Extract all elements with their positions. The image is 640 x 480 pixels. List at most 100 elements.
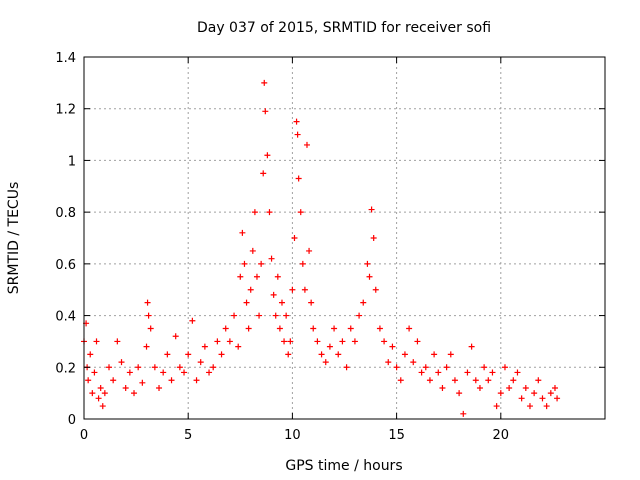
data-point (206, 369, 213, 376)
data-point (393, 364, 400, 371)
data-point (160, 369, 167, 376)
data-point (281, 338, 288, 345)
data-point (144, 299, 151, 306)
data-point (143, 343, 150, 350)
data-point (456, 390, 463, 397)
data-point (185, 351, 192, 358)
data-point (485, 377, 492, 384)
data-point (410, 359, 417, 366)
data-point (118, 359, 125, 366)
data-point (343, 364, 350, 371)
data-point (314, 338, 321, 345)
data-point (554, 395, 561, 402)
y-tick-label: 1.4 (55, 51, 76, 66)
data-point (489, 369, 496, 376)
chart-title: Day 037 of 2015, SRMTID for receiver sof… (197, 20, 491, 36)
data-point (451, 377, 458, 384)
data-point (297, 209, 304, 216)
x-tick-label: 20 (493, 428, 510, 443)
data-point (114, 338, 121, 345)
data-point (145, 312, 152, 319)
data-point (122, 384, 129, 391)
data-point (147, 325, 154, 332)
y-tick-label: 0.4 (55, 310, 76, 325)
data-point (385, 359, 392, 366)
data-point (318, 351, 325, 358)
data-point (464, 369, 471, 376)
data-point (360, 299, 367, 306)
data-point (151, 364, 158, 371)
data-point (95, 395, 102, 402)
data-point (426, 377, 433, 384)
data-point (260, 170, 267, 177)
data-point (381, 338, 388, 345)
data-point (531, 390, 538, 397)
data-point (543, 403, 550, 410)
data-point (156, 384, 163, 391)
x-axis-ticks: 0 5 10 15 20 (80, 57, 509, 443)
data-point (243, 299, 250, 306)
data-point (322, 359, 329, 366)
data-point (293, 118, 300, 125)
data-point (510, 377, 517, 384)
data-point (497, 390, 504, 397)
grid-lines (84, 57, 605, 419)
data-points (81, 79, 561, 417)
data-point (356, 312, 363, 319)
data-point (172, 333, 179, 340)
data-point (339, 338, 346, 345)
data-point (303, 141, 310, 148)
data-point (168, 377, 175, 384)
data-point (131, 390, 138, 397)
x-tick-label: 0 (80, 428, 88, 443)
data-point (126, 369, 133, 376)
data-point (239, 229, 246, 236)
data-point (268, 255, 275, 262)
data-point (481, 364, 488, 371)
data-point (139, 379, 146, 386)
data-point (299, 260, 306, 267)
data-point (418, 369, 425, 376)
data-point (472, 377, 479, 384)
y-axis-label: SRMTID / TECUs (6, 182, 22, 295)
data-point (310, 325, 317, 332)
data-point (226, 338, 233, 345)
data-point (247, 286, 254, 293)
data-point (389, 343, 396, 350)
data-point (218, 351, 225, 358)
data-point (276, 325, 283, 332)
data-point (237, 273, 244, 280)
data-point (368, 206, 375, 213)
data-point (539, 395, 546, 402)
data-point (262, 108, 269, 115)
data-point (287, 338, 294, 345)
data-point (291, 235, 298, 241)
data-point (231, 312, 238, 319)
data-point (306, 247, 313, 254)
data-point (251, 209, 258, 216)
data-point (210, 364, 217, 371)
data-point (372, 286, 379, 293)
data-point (91, 369, 98, 376)
data-point (106, 364, 113, 371)
data-point (261, 79, 268, 86)
data-point (97, 384, 104, 391)
data-point (85, 377, 92, 384)
data-point (506, 384, 513, 391)
data-point (331, 325, 338, 332)
data-point (266, 209, 273, 216)
data-point (443, 364, 450, 371)
y-tick-label: 0 (68, 413, 76, 428)
y-tick-label: 1 (68, 154, 76, 169)
data-point (295, 175, 302, 182)
y-tick-label: 0.8 (55, 206, 76, 221)
data-point (101, 390, 108, 397)
data-point (406, 325, 413, 332)
data-point (193, 377, 200, 384)
y-tick-label: 0.2 (55, 361, 76, 376)
data-point (435, 369, 442, 376)
data-point (370, 235, 377, 241)
data-point (493, 403, 500, 410)
data-point (501, 364, 508, 371)
